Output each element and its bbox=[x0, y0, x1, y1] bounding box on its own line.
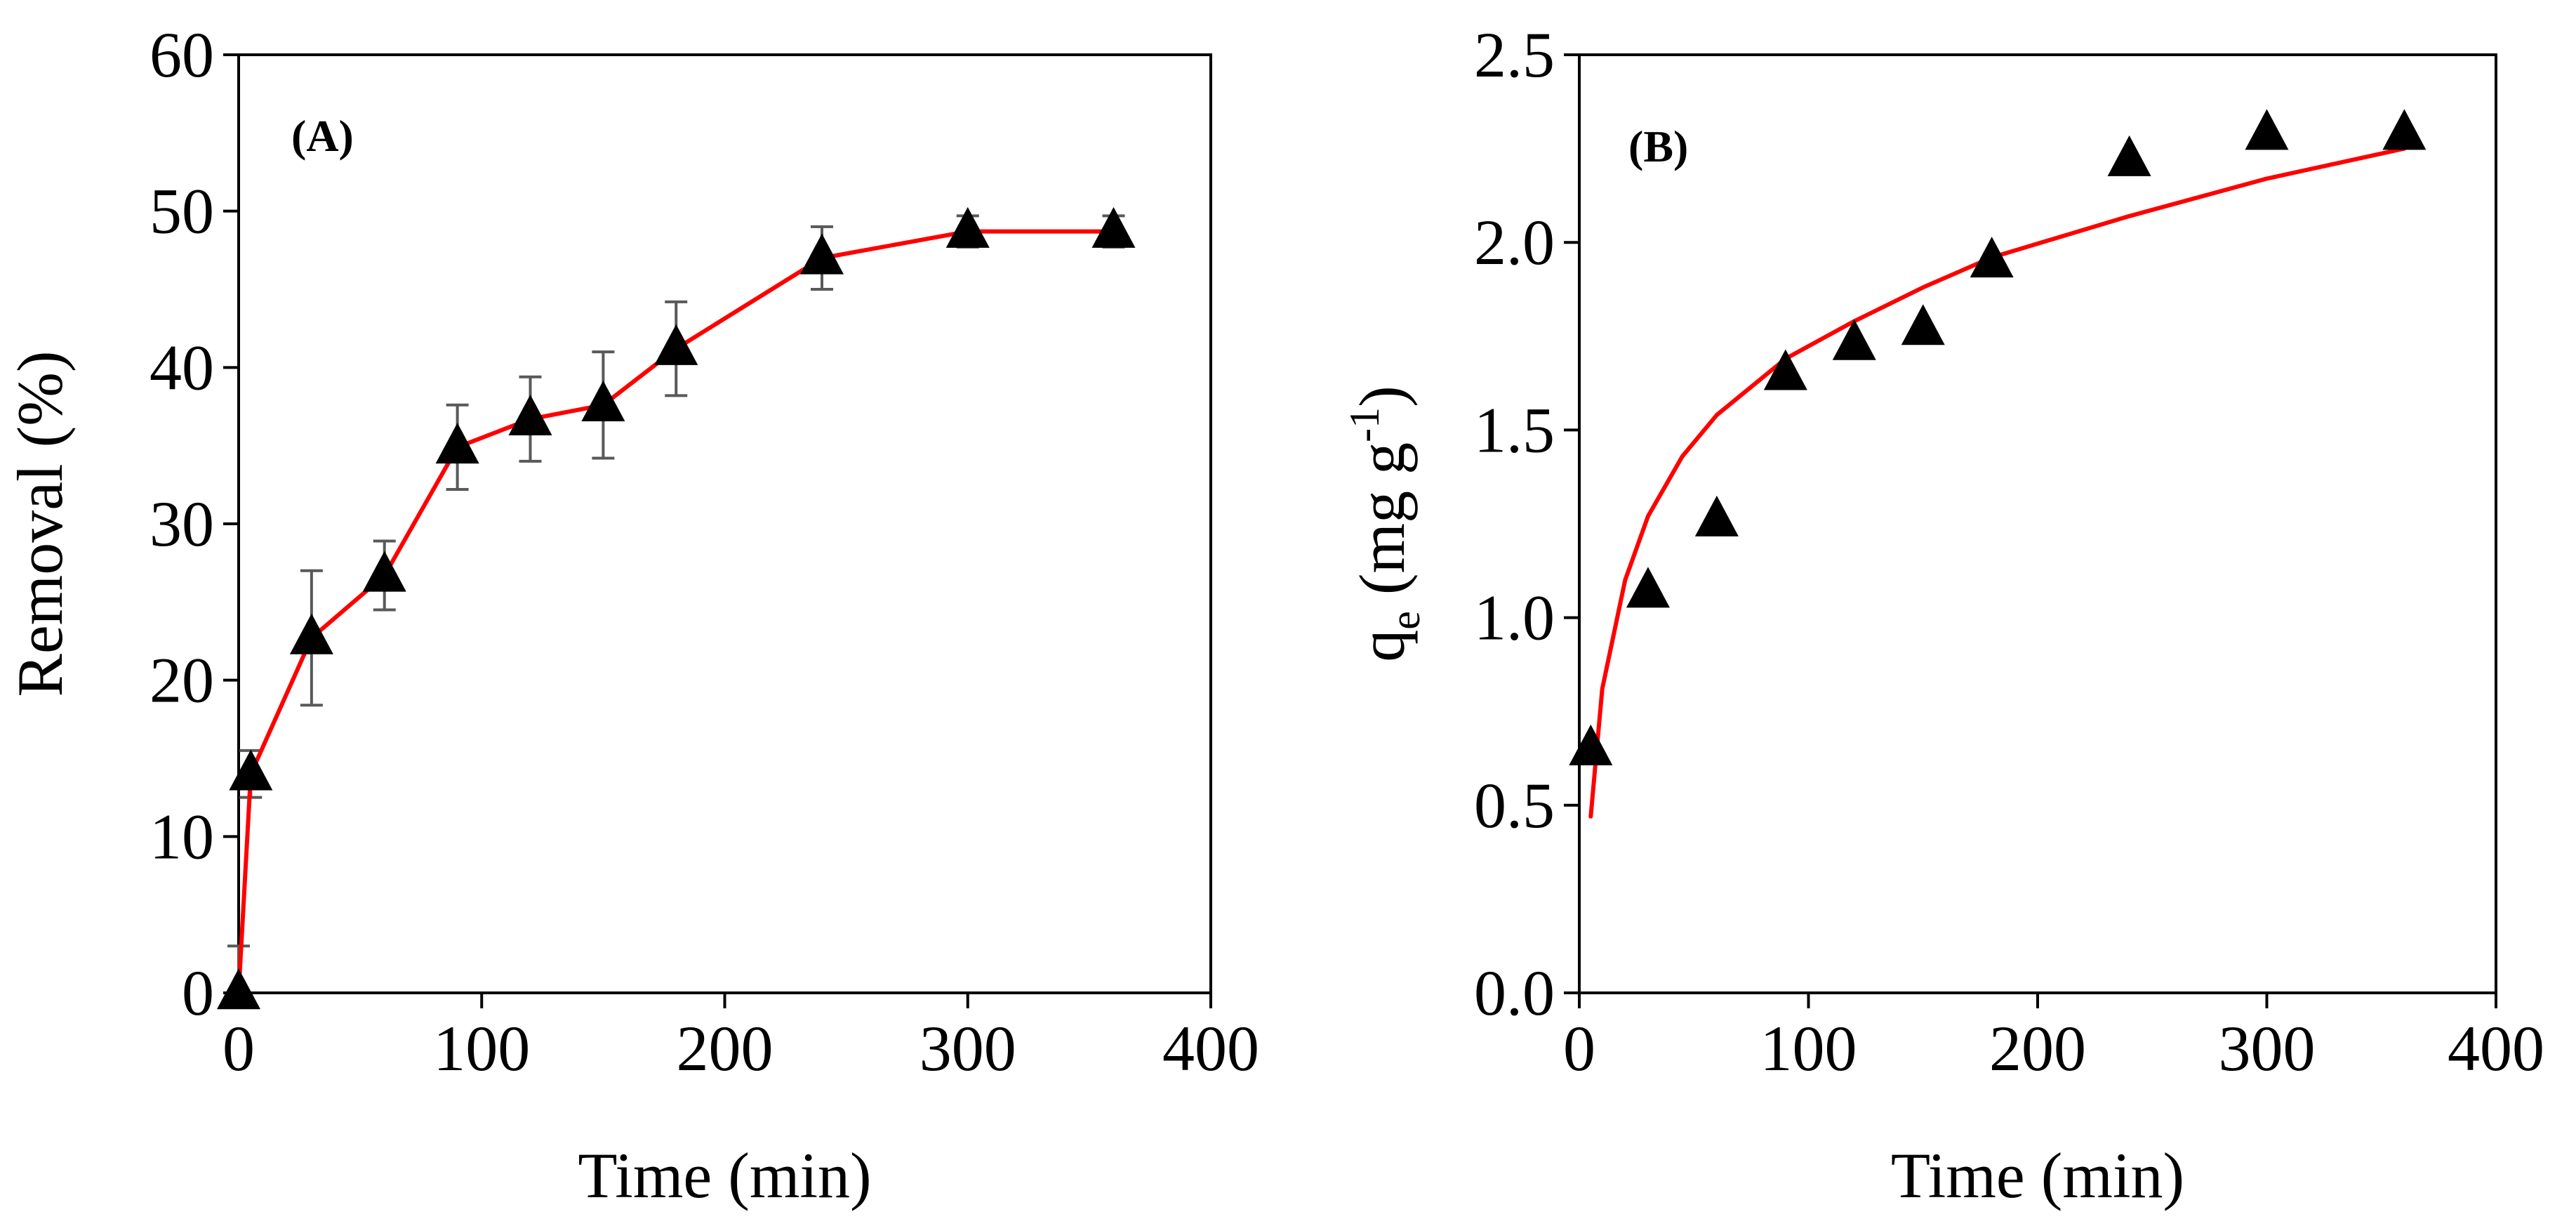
chart-panel-b: 0 100 200 300 400 0.0 0.5 1.0 1.5 2.0 2.5 Time (min… bbox=[1341, 19, 2544, 1211]
data-point-triangle bbox=[508, 395, 552, 436]
y-axis-title: Removal (%) bbox=[4, 350, 76, 697]
data-point-triangle bbox=[581, 380, 625, 421]
data-point-triangle bbox=[1091, 206, 1136, 248]
y-axis-title-part: ) bbox=[1346, 385, 1418, 407]
x-axis-title: Time (min) bbox=[578, 1140, 871, 1211]
x-tick-label: 400 bbox=[2448, 1013, 2544, 1084]
y-tick-label: 50 bbox=[150, 176, 214, 247]
x-tick-label: 200 bbox=[1989, 1013, 2086, 1084]
data-point-triangle bbox=[1763, 349, 1807, 390]
y-tick-label: 0.5 bbox=[1474, 770, 1555, 841]
y-tick-label: 20 bbox=[150, 645, 214, 716]
y-tick-label: 0 bbox=[182, 957, 214, 1029]
data-point-triangle bbox=[217, 968, 260, 1010]
y-tick-label: 2.5 bbox=[1474, 19, 1555, 91]
x-tick-label: 200 bbox=[677, 1013, 774, 1084]
data-point-triangle bbox=[435, 423, 479, 464]
y-tick-label: 30 bbox=[150, 488, 214, 560]
y-tick-label: 0.0 bbox=[1474, 957, 1555, 1029]
y-tick-label: 1.0 bbox=[1474, 582, 1555, 654]
x-tick-label: 100 bbox=[1760, 1013, 1857, 1084]
y-tick-label: 10 bbox=[150, 800, 214, 872]
y-axis-title: qe (mg g-1) bbox=[1341, 385, 1428, 661]
y-tick-label: 40 bbox=[150, 331, 214, 403]
data-point-triangle bbox=[1694, 495, 1739, 536]
x-tick-label: 100 bbox=[433, 1013, 530, 1084]
data-point-triangle bbox=[289, 613, 333, 654]
data-point-triangle bbox=[1970, 237, 2014, 278]
data-point-triangle bbox=[654, 324, 698, 365]
y-axis-title-part: e bbox=[1382, 611, 1428, 630]
y-axis-title-part: q bbox=[1346, 630, 1418, 662]
data-point-triangle bbox=[362, 551, 406, 592]
x-tick-label: 300 bbox=[919, 1013, 1016, 1084]
y-tick-label: 60 bbox=[150, 19, 214, 91]
y-tick-label: 1.5 bbox=[1474, 394, 1555, 466]
y-axis-title-part: (mg g bbox=[1346, 442, 1418, 611]
data-point-triangle bbox=[1626, 567, 1670, 608]
data-point-triangle bbox=[800, 233, 844, 275]
data-point-triangle bbox=[2107, 135, 2151, 176]
panel-label: (A) bbox=[291, 111, 354, 161]
y-tick-label: 2.0 bbox=[1474, 206, 1555, 278]
data-point-triangle bbox=[945, 206, 990, 248]
x-tick-label: 0 bbox=[223, 1013, 255, 1084]
data-point-triangle bbox=[1901, 304, 1945, 345]
data-point-triangle bbox=[2382, 109, 2426, 150]
chart-panel-a: 0 100 200 300 400 0 10 20 30 40 50 60 Time (min) Remo… bbox=[4, 19, 1259, 1211]
x-tick-label: 300 bbox=[2219, 1013, 2316, 1084]
panel-label: (B) bbox=[1628, 121, 1688, 171]
x-axis-title: Time (min) bbox=[1891, 1140, 2184, 1211]
plot-frame bbox=[237, 53, 1212, 994]
y-axis-title-part: -1 bbox=[1341, 407, 1388, 442]
x-tick-label: 0 bbox=[1563, 1013, 1595, 1084]
data-point-triangle bbox=[1569, 724, 1613, 765]
data-point-triangle bbox=[229, 749, 273, 791]
x-tick-label: 400 bbox=[1162, 1013, 1259, 1084]
data-point-triangle bbox=[1832, 319, 1876, 360]
data-point-triangle bbox=[2245, 109, 2289, 150]
